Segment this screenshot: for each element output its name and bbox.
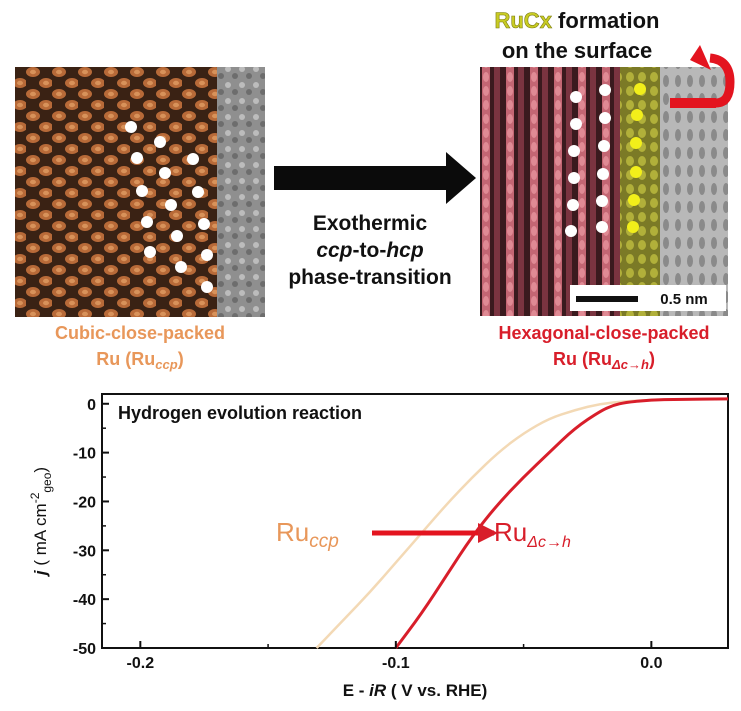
rucx-surface-label: on the surface — [502, 38, 652, 63]
rucx-formation-label: RuCx formation — [494, 8, 659, 33]
y-axis-label: j ( mA cm-2geo) — [28, 467, 54, 577]
annotation-ruccp: Ruccp — [276, 517, 339, 552]
x-axis-ticks: -0.2 -0.1 0.0 — [127, 641, 663, 672]
y-tick-label: 0 — [87, 397, 96, 414]
her-chart: 0 -10 -20 -30 -40 -50 -0.2 -0.1 0.0 Hydrogen ev… — [28, 393, 729, 700]
hcp-atom-dots — [565, 84, 611, 237]
y-tick-label: -20 — [73, 494, 96, 511]
transition-annotation: Ruccp RuΔc→h — [276, 517, 571, 552]
ccp-micrograph — [15, 67, 265, 317]
hcp-label-line1: Hexagonal-close-packed — [498, 323, 709, 343]
ccp-label-line1: Cubic-close-packed — [55, 323, 225, 343]
series-line-1 — [394, 397, 729, 649]
phase-transition-arrow-icon — [274, 152, 476, 204]
chart-title: Hydrogen evolution reaction — [118, 403, 362, 423]
ccp-atom-dots — [125, 121, 213, 293]
hcp-micrograph: 0.5 nm — [480, 67, 728, 316]
scale-bar-label: 0.5 nm — [660, 291, 708, 308]
arrow-text-line1: Exothermic — [313, 212, 428, 235]
hcp-label-line2: Ru (RuΔc→h) — [553, 349, 655, 372]
arrow-text-line3: phase-transition — [288, 266, 451, 289]
x-tick-label: 0.0 — [640, 655, 662, 672]
chart-series — [315, 397, 729, 649]
x-axis-label: E - iR ( V vs. RHE) — [343, 681, 488, 700]
x-tick-label: -0.1 — [382, 655, 410, 672]
y-tick-label: -40 — [73, 592, 96, 609]
plot-frame — [101, 393, 729, 649]
rucx-atom-dots — [627, 83, 646, 233]
ccp-label-line2: Ru (Ruccp) — [96, 349, 183, 372]
y-axis-ticks: 0 -10 -20 -30 -40 -50 — [73, 397, 109, 658]
y-tick-label: -50 — [73, 641, 96, 658]
scale-bar: 0.5 nm — [570, 285, 726, 311]
y-tick-label: -30 — [73, 543, 96, 560]
y-tick-label: -10 — [73, 446, 96, 463]
arrow-text-line2: ccp-to-hcp — [316, 239, 424, 262]
x-tick-label: -0.2 — [127, 655, 155, 672]
annotation-ruhcp: RuΔc→h — [494, 517, 571, 551]
rucx-curved-arrow-icon — [670, 45, 735, 108]
